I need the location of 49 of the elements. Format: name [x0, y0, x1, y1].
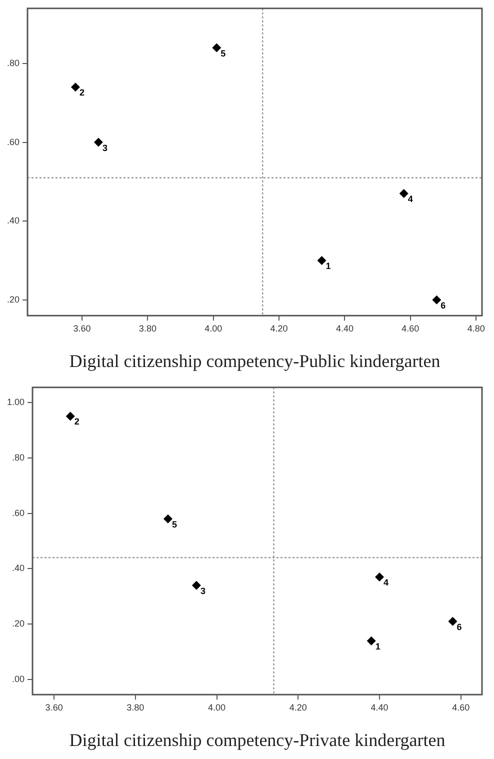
- y-tick-label: .40: [6, 216, 20, 226]
- x-tick-label: 3.60: [73, 323, 91, 334]
- x-tick-label: 3.60: [45, 702, 63, 712]
- annotation: 6: [440, 300, 446, 310]
- annotation: 3: [102, 142, 108, 153]
- annotation: 5: [172, 519, 177, 530]
- annotation: 2: [79, 88, 84, 98]
- x-tick-label: 4.40: [336, 323, 354, 334]
- annotation: 6: [456, 622, 462, 632]
- annotation: 4: [408, 194, 413, 204]
- y-tick-label: .60: [6, 136, 20, 147]
- y-tick-label: .80: [12, 452, 25, 462]
- annotation: 5: [220, 48, 226, 58]
- y-tick-label: .80: [6, 58, 20, 68]
- x-tick-label: 3.80: [138, 323, 156, 334]
- annotation: 1: [375, 641, 380, 652]
- point: [192, 580, 201, 590]
- y-tick-label: 1.00: [6, 396, 25, 407]
- y-tick-label: .60: [12, 508, 25, 518]
- x-tick-label: 4.80: [467, 323, 485, 334]
- x-tick-label: 4.20: [270, 323, 288, 334]
- annotation: 4: [383, 578, 389, 588]
- x-tick-label: 4.20: [289, 702, 307, 712]
- x-tick-label: 4.60: [452, 702, 470, 712]
- y-tick-label: .20: [12, 618, 25, 629]
- x-tick-label: 4.00: [204, 323, 222, 334]
- point: [94, 138, 103, 147]
- y-tick-label: .20: [6, 294, 20, 304]
- point: [448, 616, 458, 626]
- y-tick-label: .40: [12, 563, 25, 574]
- x-axis-title: Digital citizenship competency-Public kindergarten: [69, 350, 440, 371]
- annotation: 1: [326, 260, 331, 271]
- point: [366, 636, 376, 646]
- point: [399, 189, 408, 198]
- x-tick-label: 4.40: [370, 702, 388, 712]
- x-tick-label: 4.60: [402, 323, 420, 334]
- annotation: 2: [74, 416, 80, 427]
- x-axis-title: Digital citizenship competency-Private kindergarten: [69, 730, 446, 750]
- x-tick-label: 3.80: [126, 702, 144, 712]
- point: [66, 412, 75, 421]
- x-tick-label: 4.00: [208, 702, 226, 712]
- point: [163, 514, 172, 524]
- point: [70, 82, 80, 92]
- point: [374, 572, 384, 582]
- point: [212, 43, 222, 52]
- y-tick-label: .00: [12, 674, 25, 684]
- point: [432, 295, 442, 304]
- annotation: 3: [200, 586, 206, 596]
- point: [317, 256, 326, 265]
